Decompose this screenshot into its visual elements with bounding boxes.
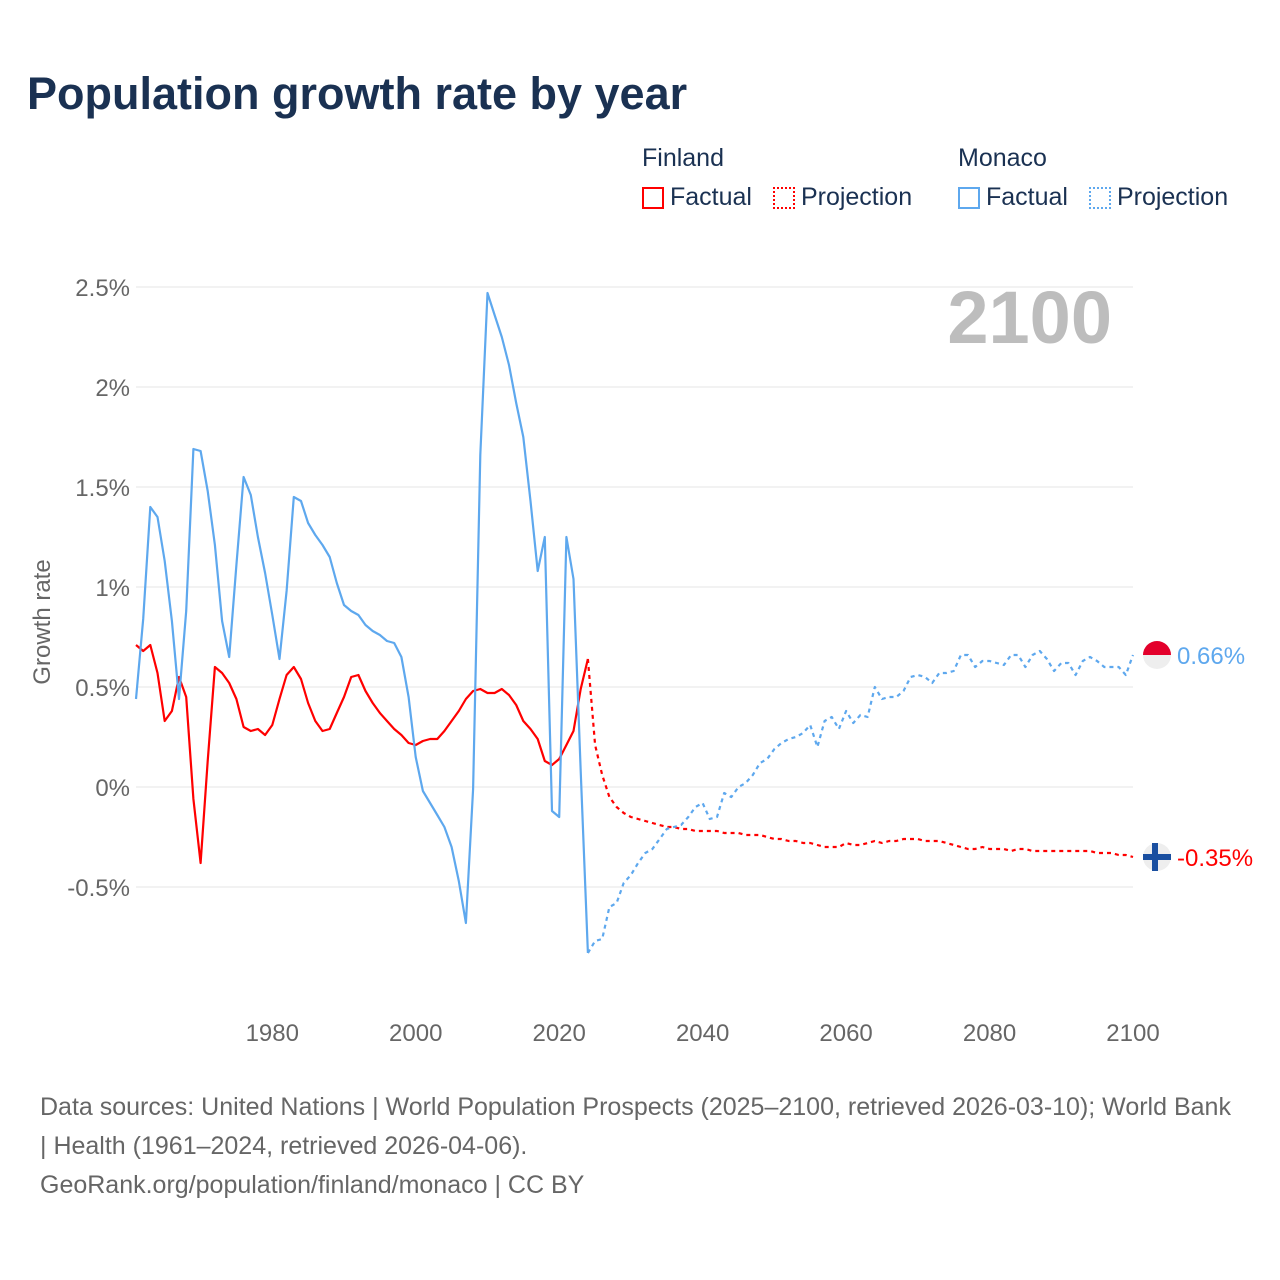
series-monaco-projection (586, 649, 1135, 954)
legend-monaco: Monaco Factual Projection (958, 144, 1228, 216)
series-monaco-factual (134, 291, 589, 954)
legend-swatch (642, 186, 664, 209)
footer: Data sources: United Nations | World Pop… (40, 1088, 1240, 1205)
x-tick-label: 2040 (676, 1020, 729, 1047)
series-finland-factual (135, 643, 589, 865)
legend-finland-projection[interactable]: Projection (772, 183, 913, 212)
x-tick-label: 2100 (1106, 1020, 1159, 1047)
legend-swatch (1088, 186, 1111, 209)
y-tick-label: 0% (95, 775, 130, 802)
legend-finland: Finland Factual Projection (642, 144, 926, 216)
end-label-finland: -0.35% (1177, 845, 1253, 872)
x-tick-label: 1980 (246, 1020, 299, 1047)
y-tick-label: 0.5% (75, 675, 130, 702)
monaco-flag-icon (1143, 641, 1171, 655)
legend-monaco-factual[interactable]: Factual (958, 183, 1068, 212)
y-tick-label: 1% (95, 575, 130, 602)
credit-link[interactable]: GeoRank.org/population/finland/monaco | … (40, 1171, 585, 1199)
y-tick-label: 2.5% (75, 275, 130, 302)
chart-title: Population growth rate by year (27, 68, 688, 119)
legend-monaco-projection[interactable]: Projection (1088, 183, 1229, 212)
series-finland-projection (586, 658, 1134, 859)
legend-finland-factual[interactable]: Factual (642, 183, 752, 212)
x-tick-label: 2080 (963, 1020, 1016, 1047)
year-label: 2100 (947, 276, 1112, 359)
end-label-monaco: 0.66% (1177, 643, 1245, 670)
y-tick-label: 2% (95, 375, 130, 402)
legend-label: Factual (986, 183, 1068, 211)
legend-group-title: Finland (642, 144, 724, 172)
legend-label: Projection (1116, 183, 1229, 211)
y-tick-label: -0.5% (67, 875, 130, 902)
legend-swatch (772, 186, 795, 209)
x-tick-label: 2000 (389, 1020, 442, 1047)
data-sources: Data sources: United Nations | World Pop… (40, 1093, 1231, 1160)
x-tick-label: 2060 (819, 1020, 872, 1047)
finland-flag-icon (1152, 843, 1158, 871)
legend-label: Factual (670, 183, 752, 211)
legend-swatch (958, 186, 980, 209)
x-tick-label: 2020 (532, 1020, 585, 1047)
y-axis-label: Growth rate (29, 559, 56, 684)
legend-group-title: Monaco (958, 144, 1047, 172)
legend-label: Projection (800, 183, 913, 211)
y-tick-label: 1.5% (75, 475, 130, 502)
